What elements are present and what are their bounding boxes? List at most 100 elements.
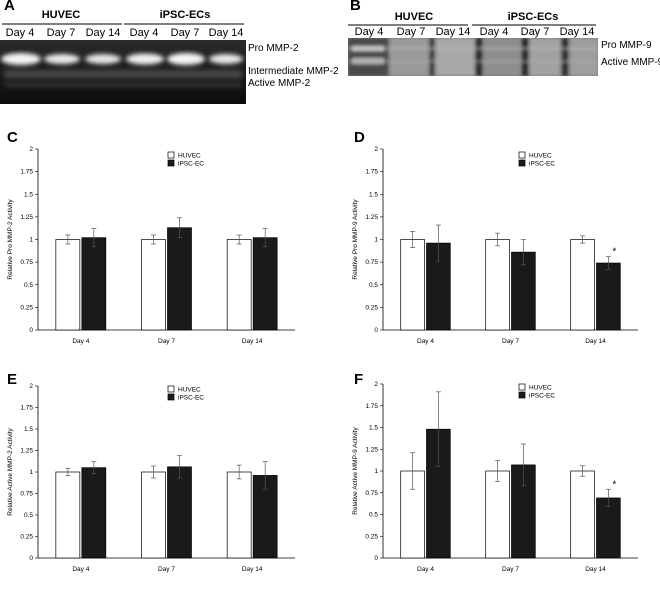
chart-f-ytick-label: 0.25: [365, 533, 378, 540]
chart-c-ytick-label: 2: [29, 146, 33, 153]
gel-a-lane-4: Day 4: [129, 27, 159, 39]
chart-c-bar-ipsc-1: [81, 237, 107, 331]
chart-c-ylabel: Relative Pro MMP-2 Activity: [7, 199, 14, 280]
chart-d-ytick-label: 1.5: [369, 191, 378, 198]
chart-e-legend-swatch: [167, 393, 175, 401]
gel-b-lane-5: Day 7: [520, 26, 550, 38]
gel-b-band-active: Active MMP-9: [601, 57, 660, 68]
chart-f-ytick-label: 1.5: [369, 425, 378, 432]
chart-f-ytick-label: 0: [374, 555, 378, 562]
gel-b-lane-1: Day 4: [354, 26, 384, 38]
chart-f-ytick-label: 1: [374, 468, 378, 475]
panel-letter-b: B: [350, 0, 361, 14]
gel-a-band-pro: Pro MMP-2: [248, 43, 299, 54]
chart-f-ytick-label: 0.5: [369, 512, 378, 519]
gel-b-lane-2: Day 7: [396, 26, 426, 38]
chart-c-ytick-label: 1.5: [24, 191, 33, 198]
chart-d-ytick-label: 0.75: [365, 259, 378, 266]
chart-c-ytick-label: 0: [29, 327, 33, 334]
gel-a-lane-1: Day 4: [5, 27, 35, 39]
gel-b-group-bars: [348, 24, 596, 26]
chart-e-bar-ipsc-2: [167, 466, 192, 559]
chart-c-bar-huvec-1: [55, 239, 81, 331]
chart-d-xtick-label: Day 14: [585, 338, 606, 345]
gel-a-lane-3: Day 14: [85, 27, 121, 39]
chart-f-bar-huvec-2: [485, 470, 510, 559]
chart-c-legend-swatch: [167, 151, 175, 159]
chart-d-legend-label: iPSC-EC: [529, 161, 555, 168]
chart-d-bar-ipsc-3: [596, 262, 621, 331]
chart-e-bar-huvec-2: [141, 471, 166, 559]
chart-f-ytick-label: 1.75: [365, 403, 378, 410]
gel-b-lane-4: Day 4: [479, 26, 509, 38]
chart-e-ytick-label: 2: [29, 383, 33, 390]
chart-c-legend-label: iPSC-EC: [178, 161, 204, 168]
gel-b-band-pro: Pro MMP-9: [601, 40, 652, 51]
chart-d-bar-huvec-3: [570, 239, 595, 331]
chart-f-significance-marker: *: [612, 479, 616, 490]
chart-e-ytick-label: 1: [29, 469, 33, 476]
chart-d-legend-swatch: [518, 159, 526, 167]
chart-c-legend-label: HUVEC: [178, 153, 201, 160]
panel-letter-a: A: [4, 0, 15, 14]
chart-d-legend-label: HUVEC: [529, 153, 552, 160]
chart-d-xtick-label: Day 7: [502, 338, 519, 345]
chart-e-bar-huvec-1: [55, 471, 81, 559]
gel-b-group-huvec: HUVEC: [394, 11, 434, 23]
chart-c-bar-huvec-2: [141, 239, 166, 331]
chart-c-legend-swatch: [167, 159, 175, 167]
chart-e-ytick-label: 0.25: [20, 534, 33, 541]
chart-c-xtick-label: Day 4: [72, 338, 89, 345]
chart-d-bar-huvec-2: [485, 239, 510, 331]
chart-f-legend-label: iPSC-EC: [529, 393, 555, 400]
gel-a-band-intermediate: Intermediate MMP-2: [248, 66, 339, 77]
chart-d-ylabel: Relative Pro MMP-9 Activity: [352, 199, 359, 280]
chart-e-xtick-label: Day 4: [72, 566, 89, 573]
gel-a-group-huvec: HUVEC: [41, 9, 81, 21]
chart-f-xtick-label: Day 14: [585, 566, 606, 573]
chart-e-xtick-label: Day 7: [158, 566, 175, 573]
gel-a-lane-5: Day 7: [170, 27, 200, 39]
gel-a-image: [0, 40, 246, 104]
chart-f: Relative Active MMP-9 Activity 0 0.25 0.5 0.…: [352, 381, 638, 573]
chart-c-bar-ipsc-3: [252, 237, 278, 331]
gel-b-image: [348, 38, 598, 76]
panel-letter-d: D: [354, 129, 365, 146]
chart-e-ytick-label: 1.5: [24, 426, 33, 433]
chart-d-ytick-label: 1.25: [365, 214, 378, 221]
chart-d-xtick-label: Day 4: [417, 338, 434, 345]
gel-b-lane-3: Day 14: [435, 26, 471, 38]
gel-a-group-bars: [2, 23, 244, 25]
gel-b-group-ipsc: iPSC-ECs: [507, 11, 559, 23]
chart-f-legend-swatch: [518, 391, 526, 399]
chart-d-significance-marker: *: [612, 247, 616, 258]
chart-c-ytick-label: 1: [29, 237, 33, 244]
chart-e-xtick-label: Day 14: [242, 566, 263, 573]
chart-c: Relative Pro MMP-2 Activity 0 0.25 0.5 0.75 1…: [7, 146, 295, 345]
chart-f-ylabel: Relative Active MMP-9 Activity: [352, 427, 359, 515]
chart-d-bar-huvec-1: [400, 239, 425, 331]
chart-d: Relative Pro MMP-9 Activity 0 0.25 0.5 0.75 1…: [352, 146, 638, 345]
chart-e-bar-ipsc-1: [81, 467, 107, 559]
chart-e-ytick-label: 1.75: [20, 405, 33, 412]
chart-e-bar-huvec-3: [226, 471, 252, 559]
chart-e-legend-swatch: [167, 385, 175, 393]
chart-c-ytick-label: 0.25: [20, 304, 33, 311]
chart-d-ytick-label: 0.25: [365, 304, 378, 311]
chart-d-ytick-label: 2: [374, 146, 378, 153]
gel-a-lane-6: Day 14: [208, 27, 244, 39]
gel-a-band-active: Active MMP-2: [248, 78, 311, 89]
chart-c-xtick-label: Day 7: [158, 338, 175, 345]
chart-f-legend-label: HUVEC: [529, 385, 552, 392]
chart-c-ytick-label: 1.75: [20, 169, 33, 176]
chart-d-ytick-label: 1: [374, 237, 378, 244]
chart-c-bar-huvec-3: [226, 239, 252, 331]
chart-d-legend-swatch: [518, 151, 526, 159]
chart-c-ytick-label: 1.25: [20, 214, 33, 221]
chart-c-ytick-label: 0.75: [20, 259, 33, 266]
chart-f-legend-swatch: [518, 383, 526, 391]
chart-f-ytick-label: 1.25: [365, 446, 378, 453]
panel-letter-c: C: [7, 129, 18, 146]
chart-e-legend-label: iPSC-EC: [178, 395, 204, 402]
chart-c-xtick-label: Day 14: [242, 338, 263, 345]
